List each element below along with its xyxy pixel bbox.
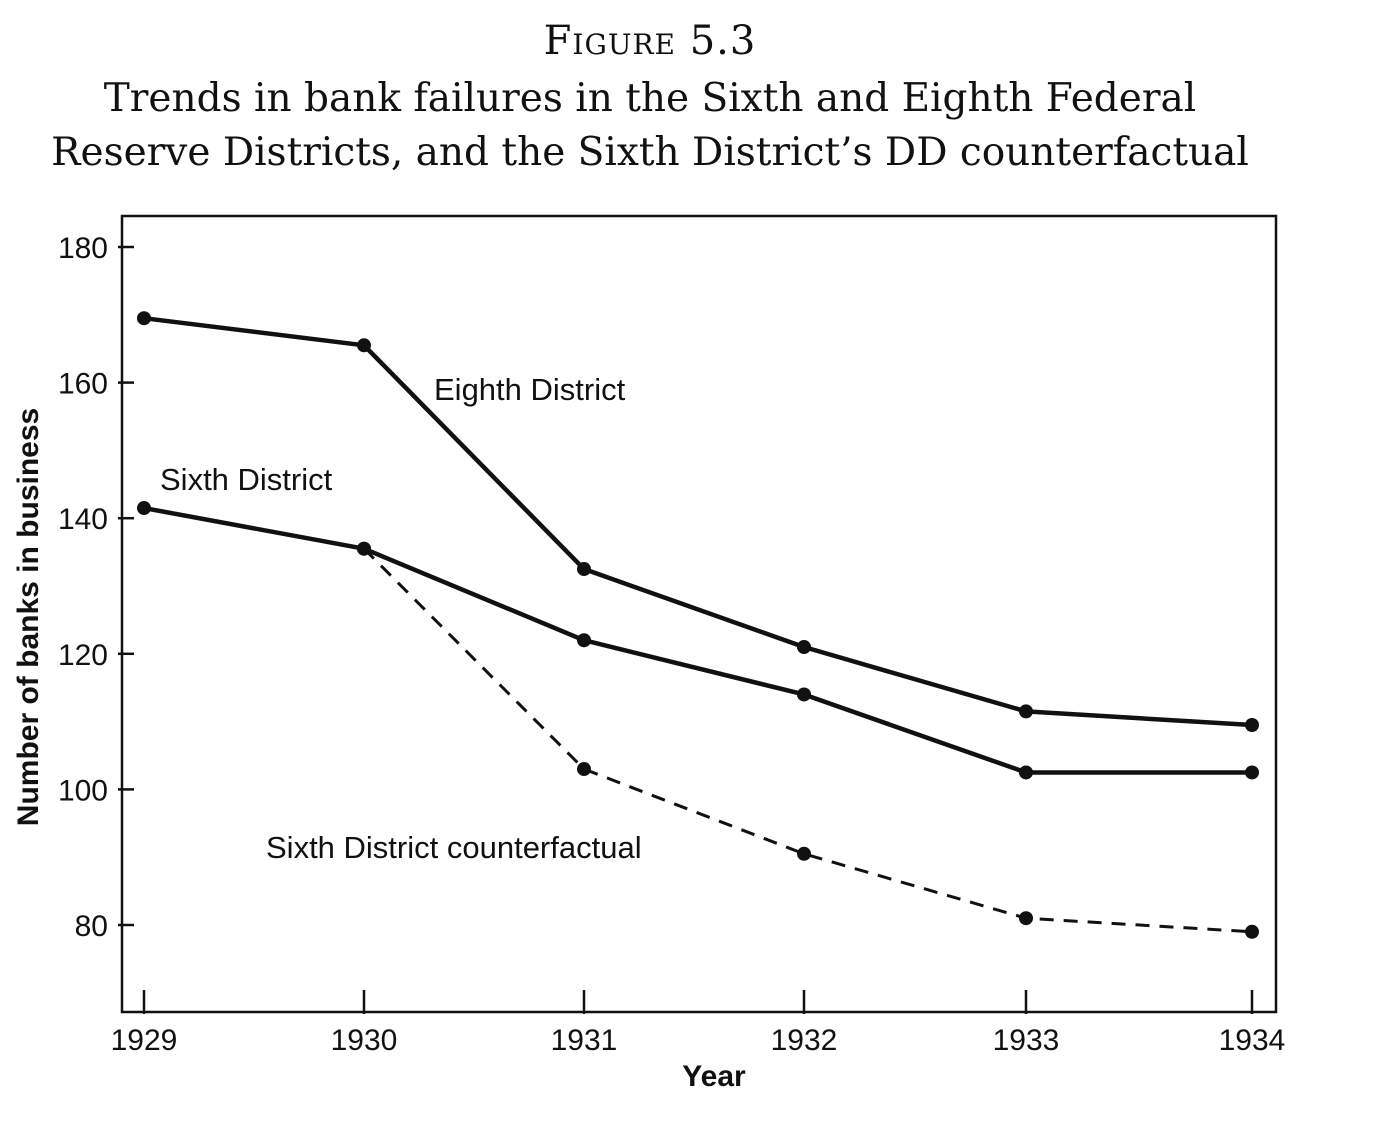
data-point [1245,924,1259,939]
x-axis-title: Year [682,1060,746,1093]
data-point [797,687,811,702]
figure-title: Trends in bank failures in the Sixth and… [51,76,1249,175]
x-tick-label: 1934 [1219,1024,1286,1057]
data-point [1019,704,1033,719]
data-point [137,501,151,516]
x-tick-label: 1931 [551,1024,618,1057]
y-tick-label: 120 [58,639,108,672]
data-point [797,640,811,655]
y-tick-label: 180 [58,232,108,265]
y-tick-label: 80 [75,910,108,943]
y-tick-label: 160 [58,368,108,401]
x-axis: 1929 1930 1931 1932 1933 1934 [111,990,1286,1057]
data-point [1245,717,1259,732]
series-label-0: Eighth District [434,372,626,407]
data-point [577,562,591,577]
series-lines [137,311,1259,939]
data-point [137,311,151,326]
x-tick-label: 1932 [771,1024,838,1057]
data-point [1019,911,1033,926]
data-point [1019,765,1033,780]
plot-frame [120,214,1278,1014]
series-line-1 [143,505,1252,775]
data-point [357,541,371,556]
y-tick-label: 100 [58,774,108,807]
figure-label: Figure 5.3 [543,18,757,64]
series-line-2 [362,547,1253,934]
y-axis: 80 100 120 140 160 180 [58,232,134,943]
data-point [357,338,371,353]
y-tick-label: 140 [58,503,108,536]
series-line-0 [143,315,1253,728]
series-label-2: Sixth District counterfactual [266,830,642,865]
x-tick-label: 1929 [111,1024,178,1057]
x-tick-label: 1930 [331,1024,398,1057]
series-labels: Eighth District Sixth District Sixth Distr… [160,372,642,865]
series-label-1: Sixth District [160,462,333,497]
data-point [1245,765,1259,780]
data-point [797,846,811,861]
data-point [577,762,591,777]
x-tick-label: 1933 [993,1024,1060,1057]
y-axis-title: Number of banks in business [12,408,45,826]
plot-border [120,214,1278,1014]
data-point [577,633,591,648]
